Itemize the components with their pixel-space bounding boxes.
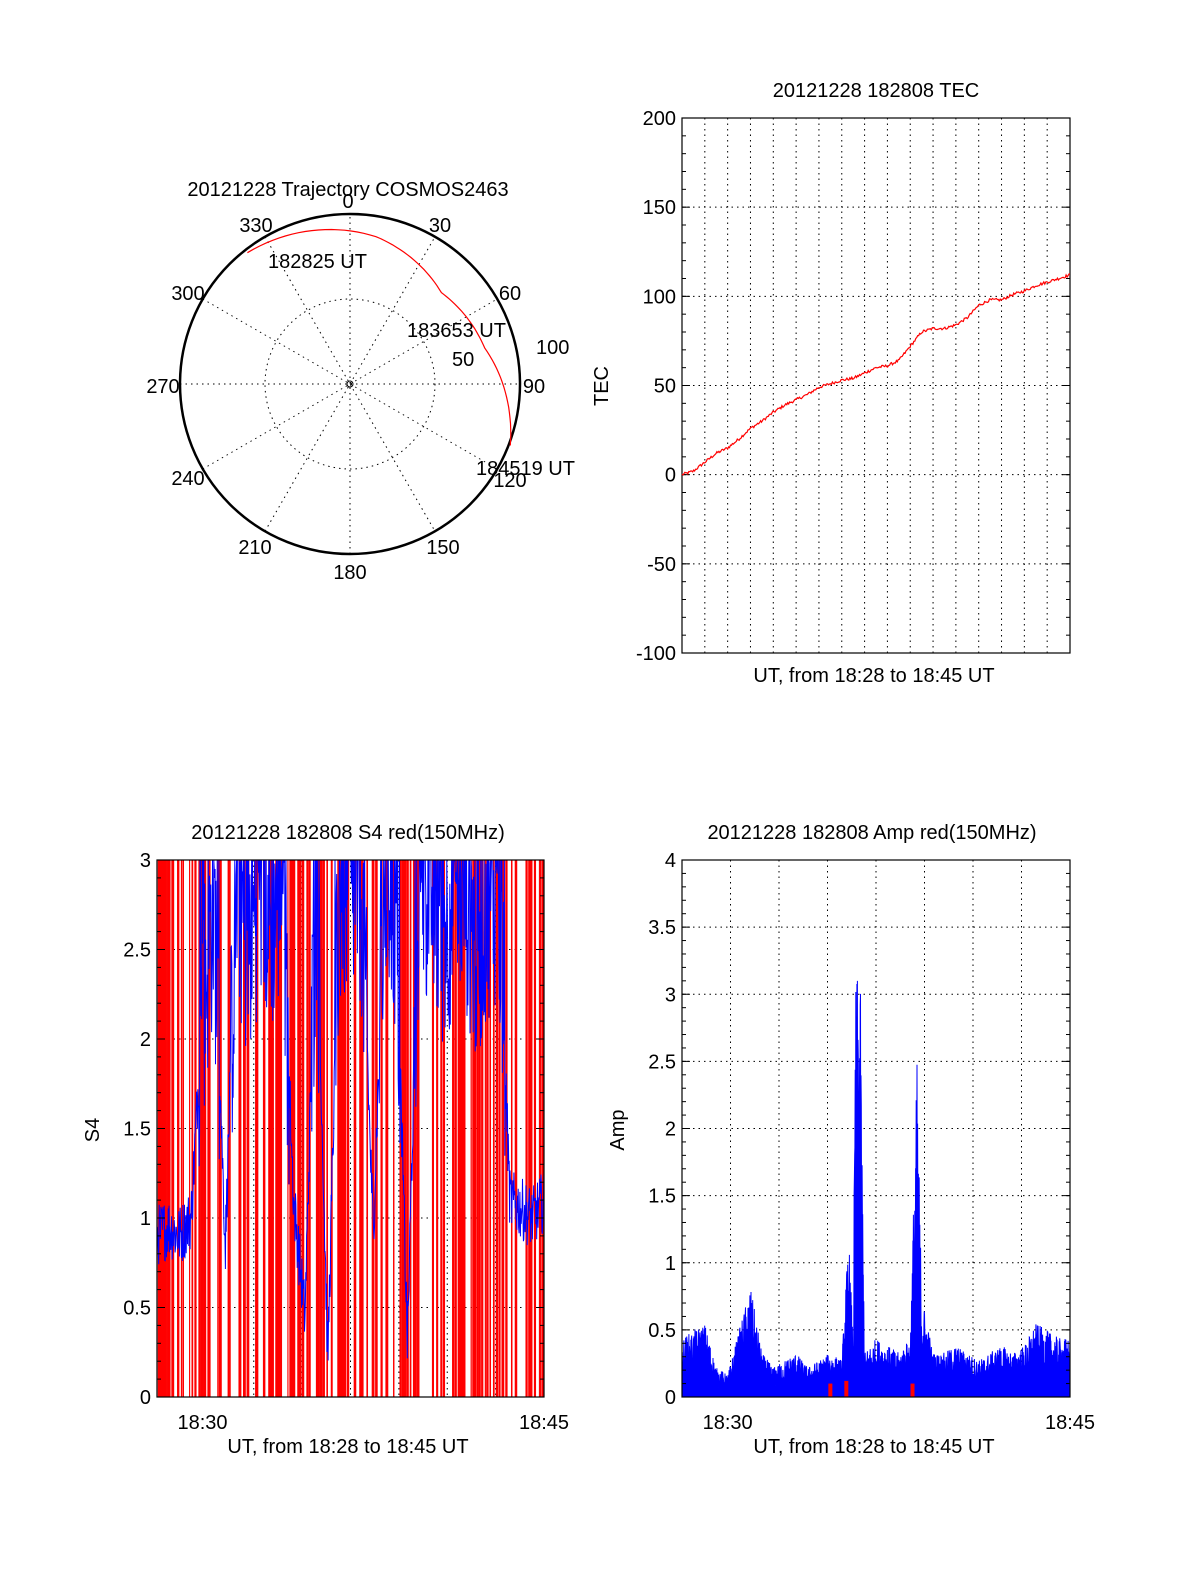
ytick-label: 4 [665, 850, 676, 872]
amp-blue-series [681, 980, 1071, 1398]
azimuth-label-180: 180 [333, 562, 366, 584]
xtick-label: 18:45 [1045, 1412, 1095, 1434]
ytick-label: 50 [654, 376, 676, 398]
s4-xlabel: UT, from 18:28 to 18:45 UT [227, 1436, 468, 1458]
ytick-label: 0 [140, 1387, 151, 1409]
ytick-label: 150 [643, 197, 676, 219]
s4-plot: 20121228 182808 S4 red(150MHz) 0 0.5 1 1.5 2… [82, 822, 569, 1458]
ytick-label: 2 [665, 1119, 676, 1141]
xtick-label: 18:45 [519, 1412, 569, 1434]
annotation-mid-time: 183653 UT [407, 320, 506, 342]
ytick-label: 0 [665, 1387, 676, 1409]
amp-red-marks [828, 1380, 915, 1397]
azimuth-label-120: 120 [493, 470, 526, 492]
s4-yticks: 0 0.5 1 1.5 2 2.5 3 [123, 850, 544, 1409]
s4-title: 20121228 182808 S4 red(150MHz) [191, 822, 505, 844]
azimuth-label-0: 0 [342, 191, 353, 213]
ytick-label: 0 [665, 465, 676, 487]
azimuth-label-210: 210 [238, 537, 271, 559]
ytick-label: 3 [140, 850, 151, 872]
amp-xlabel: UT, from 18:28 to 18:45 UT [753, 1436, 994, 1458]
amp-title: 20121228 182808 Amp red(150MHz) [707, 822, 1036, 844]
tec-grid [682, 118, 1070, 653]
ytick-label: 200 [643, 108, 676, 130]
xtick-label: 18:30 [177, 1412, 227, 1434]
polar-azimuth-labels: 0 30 60 90 120 150 180 210 240 270 300 330 [146, 191, 545, 584]
polar-ring-labels: 50 100 [452, 337, 569, 371]
azimuth-label-300: 300 [171, 283, 204, 305]
azimuth-label-30: 30 [429, 215, 451, 237]
polar-annotations: 182825 UT 183653 UT 184519 UT [268, 251, 575, 480]
tec-xlabel: UT, from 18:28 to 18:45 UT [753, 665, 994, 687]
ytick-label: 0.5 [648, 1320, 676, 1342]
ring-label-50: 50 [452, 349, 474, 371]
tec-plot: 20121228 182808 TEC -100-50050100150200 … [591, 80, 1071, 687]
amp-red-mark [910, 1383, 915, 1397]
ytick-label: -50 [647, 554, 676, 576]
ytick-label: 1 [665, 1253, 676, 1275]
ytick-label: 100 [643, 286, 676, 308]
polar-outer-circle [178, 212, 522, 556]
amp-ylabel: Amp [607, 1109, 629, 1150]
ytick-label: -100 [636, 643, 676, 665]
ytick-label: 1.5 [648, 1186, 676, 1208]
azimuth-label-150: 150 [426, 537, 459, 559]
ytick-label: 1 [140, 1208, 151, 1230]
polar-ring-50 [264, 298, 436, 470]
ytick-label: 1.5 [123, 1119, 151, 1141]
polar-plot: 20121228 Trajectory COSMOS2463 0 30 60 90 12… [146, 179, 575, 584]
ytick-label: 3 [665, 984, 676, 1006]
amp-red-mark [844, 1380, 849, 1397]
azimuth-label-60: 60 [499, 283, 521, 305]
tec-series-line [681, 273, 1071, 476]
tec-title: 20121228 182808 TEC [773, 80, 979, 102]
trajectory-line [247, 228, 512, 446]
ytick-label: 2.5 [123, 940, 151, 962]
amp-yticks: 0 0.5 1 1.5 2 2.5 3 3.5 4 [648, 850, 1070, 1409]
azimuth-label-90: 90 [523, 376, 545, 398]
polar-title: 20121228 Trajectory COSMOS2463 [187, 179, 508, 201]
polar-center-mark [346, 380, 354, 388]
ytick-label: 3.5 [648, 917, 676, 939]
annotation-end-time: 184519 UT [476, 458, 575, 480]
tec-ylabel: TEC [591, 366, 613, 406]
ytick-label: 2 [140, 1029, 151, 1051]
tec-yticks: -100 -50 0 50 100 150 200 [636, 108, 1070, 665]
amp-xticks: 18:30 18:45 [703, 1412, 1095, 1434]
ytick-label: 0.5 [123, 1298, 151, 1320]
s4-ylabel: S4 [82, 1118, 104, 1142]
s4-xticks: 18:30 18:45 [177, 1412, 569, 1434]
azimuth-label-330: 330 [239, 215, 272, 237]
amp-grid [682, 860, 1070, 1397]
xtick-label: 18:30 [703, 1412, 753, 1434]
amp-red-mark [828, 1383, 833, 1397]
polar-grid [180, 214, 520, 554]
amp-plot: 20121228 182808 Amp red(150MHz) 0 0.5 1 1.5… [607, 822, 1095, 1458]
ytick-label: 2.5 [648, 1051, 676, 1073]
annotation-start-time: 182825 UT [268, 251, 367, 273]
azimuth-label-240: 240 [171, 468, 204, 490]
ring-label-100: 100 [536, 337, 569, 359]
azimuth-label-270: 270 [146, 376, 179, 398]
